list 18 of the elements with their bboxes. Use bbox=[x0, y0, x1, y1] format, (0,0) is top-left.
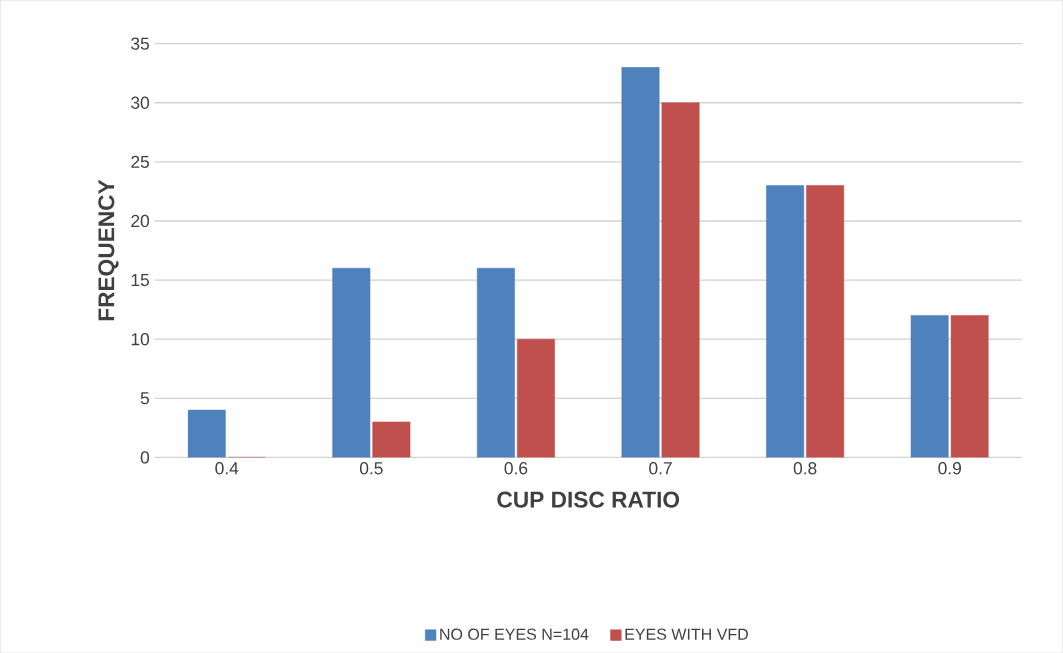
x-tick-label: 0.8 bbox=[793, 462, 817, 475]
x-tick-label: 0.7 bbox=[649, 462, 672, 475]
legend-label: EYES WITH VFD bbox=[625, 628, 748, 640]
x-tick-label: 0.5 bbox=[359, 462, 383, 475]
legend-label: NO OF EYES N=104 bbox=[440, 628, 589, 640]
x-axis-title: CUP DISC RATIO bbox=[497, 491, 680, 508]
y-tick-label: 25 bbox=[131, 155, 149, 168]
y-axis-title: FREQUENCY bbox=[98, 179, 119, 321]
x-tick-label: 0.4 bbox=[215, 462, 239, 475]
y-tick-label: 15 bbox=[131, 273, 149, 287]
x-tick-label: 0.9 bbox=[938, 462, 961, 475]
y-tick-label: 10 bbox=[131, 332, 150, 346]
y-tick-label: 5 bbox=[140, 392, 149, 405]
y-tick-label: 35 bbox=[131, 37, 149, 50]
x-tick-label: 0.6 bbox=[504, 462, 528, 475]
y-tick-label: 20 bbox=[131, 214, 150, 227]
y-tick-label: 30 bbox=[131, 96, 150, 109]
y-tick-label: 0 bbox=[140, 451, 150, 464]
